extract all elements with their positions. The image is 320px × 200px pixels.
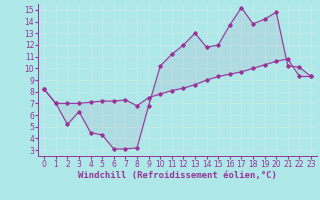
X-axis label: Windchill (Refroidissement éolien,°C): Windchill (Refroidissement éolien,°C) bbox=[78, 171, 277, 180]
